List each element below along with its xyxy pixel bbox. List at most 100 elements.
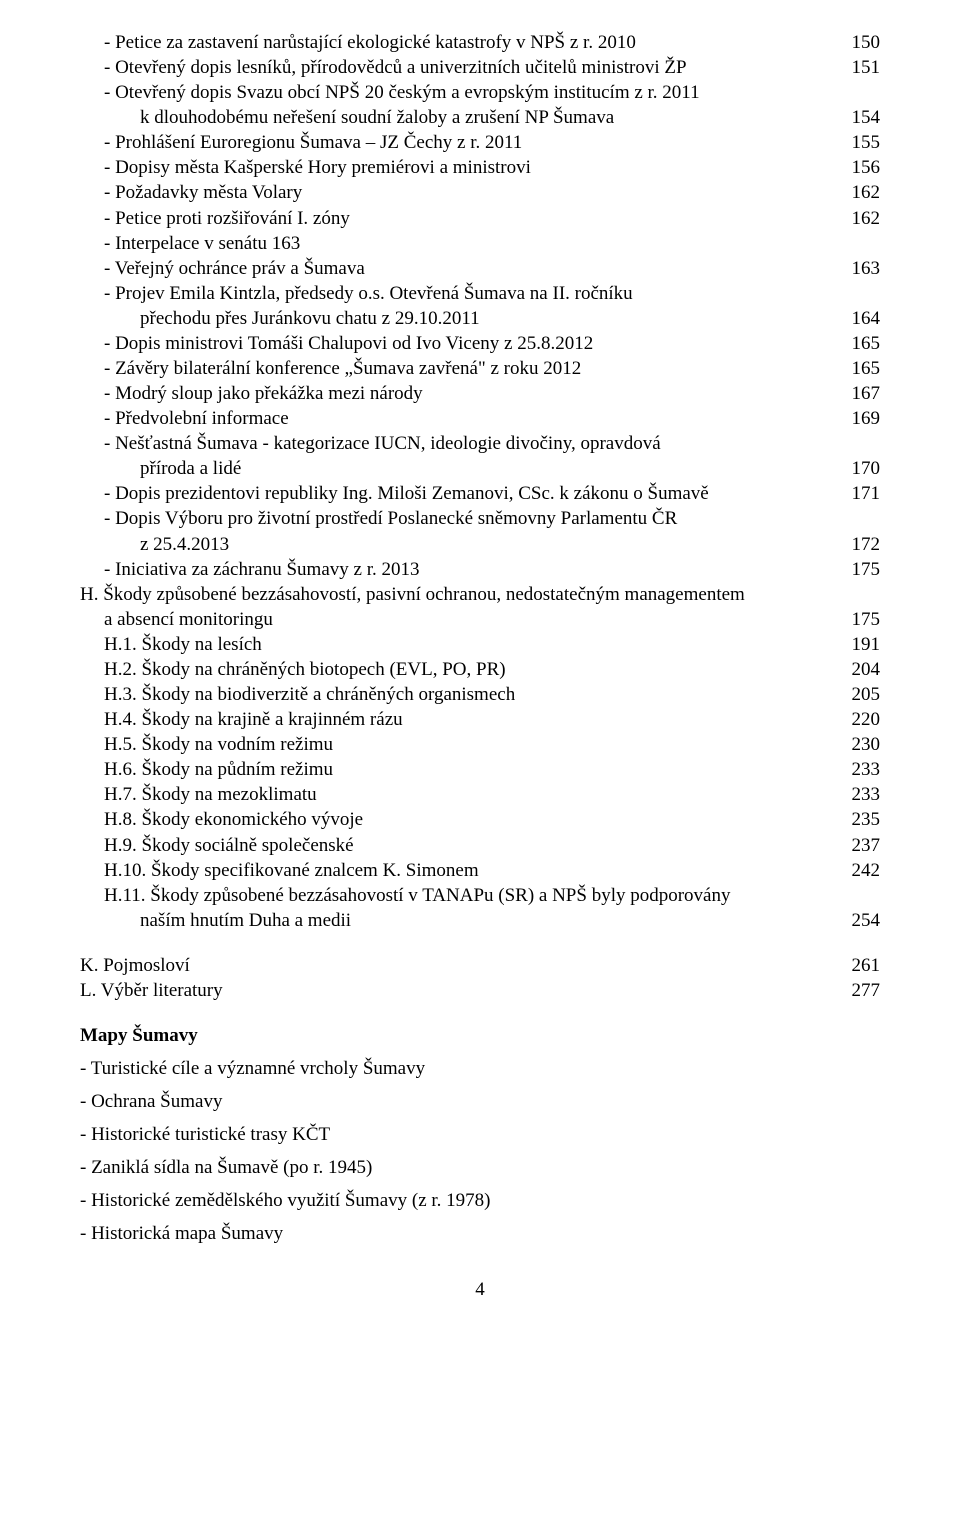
- toc-line: a absencí monitoringu175: [80, 607, 880, 632]
- toc-line: H.5. Škody na vodním režimu230: [80, 732, 880, 757]
- toc-page: 155: [830, 130, 880, 155]
- toc-page: 191: [830, 632, 880, 657]
- toc-line: - Modrý sloup jako překážka mezi národy1…: [80, 381, 880, 406]
- toc-text: H.9. Škody sociálně společenské: [80, 833, 830, 858]
- toc-text: - Otevřený dopis Svazu obcí NPŠ 20 český…: [80, 80, 830, 105]
- toc-text: - Modrý sloup jako překážka mezi národy: [80, 381, 830, 406]
- toc-line: H.11. Škody způsobené bezzásahovostí v T…: [80, 883, 880, 908]
- toc-line: K. Pojmosloví261: [80, 953, 880, 978]
- toc-page: 204: [830, 657, 880, 682]
- toc-line: - Předvolební informace169: [80, 406, 880, 431]
- toc-page: 163: [830, 256, 880, 281]
- map-item: - Ochrana Šumavy: [80, 1089, 880, 1114]
- toc-text: - Dopisy města Kašperské Hory premiérovi…: [80, 155, 830, 180]
- toc-text: - Závěry bilaterální konference „Šumava …: [80, 356, 830, 381]
- toc-line: - Nešťastná Šumava - kategorizace IUCN, …: [80, 431, 880, 456]
- toc-line: k dlouhodobému neřešení soudní žaloby a …: [80, 105, 880, 130]
- bottom-sections: K. Pojmosloví261L. Výběr literatury277: [80, 953, 880, 1003]
- toc-line: H.2. Škody na chráněných biotopech (EVL,…: [80, 657, 880, 682]
- toc-text: - Požadavky města Volary: [80, 180, 830, 205]
- toc-line: - Petice za zastavení narůstající ekolog…: [80, 30, 880, 55]
- toc-line: H.9. Škody sociálně společenské237: [80, 833, 880, 858]
- toc-text: K. Pojmosloví: [80, 953, 830, 978]
- toc-page: 237: [830, 833, 880, 858]
- toc-text: H.1. Škody na lesích: [80, 632, 830, 657]
- toc-text: H.2. Škody na chráněných biotopech (EVL,…: [80, 657, 830, 682]
- toc-text: H. Škody způsobené bezzásahovostí, pasiv…: [80, 582, 830, 607]
- toc-line: naším hnutím Duha a medii254: [80, 908, 880, 933]
- maps-list: - Turistické cíle a významné vrcholy Šum…: [80, 1056, 880, 1246]
- toc-line: H.8. Škody ekonomického vývoje235: [80, 807, 880, 832]
- toc-page: 261: [830, 953, 880, 978]
- toc-text: - Petice proti rozšiřování I. zóny: [80, 206, 830, 231]
- toc-text: - Projev Emila Kintzla, předsedy o.s. Ot…: [80, 281, 830, 306]
- toc-text: - Prohlášení Euroregionu Šumava – JZ Čec…: [80, 130, 830, 155]
- toc-text: - Veřejný ochránce práv a Šumava: [80, 256, 830, 281]
- toc-page: 150: [830, 30, 880, 55]
- toc-page: 235: [830, 807, 880, 832]
- toc-text: - Dopis ministrovi Tomáši Chalupovi od I…: [80, 331, 830, 356]
- toc-line: - Otevřený dopis Svazu obcí NPŠ 20 český…: [80, 80, 880, 105]
- toc-text: - Iniciativa za záchranu Šumavy z r. 201…: [80, 557, 830, 582]
- toc-text: - Předvolební informace: [80, 406, 830, 431]
- toc-line: H.6. Škody na půdním režimu233: [80, 757, 880, 782]
- toc-line: - Interpelace v senátu 163: [80, 231, 880, 256]
- map-item: - Turistické cíle a významné vrcholy Šum…: [80, 1056, 880, 1081]
- toc-line: - Dopis Výboru pro životní prostředí Pos…: [80, 506, 880, 531]
- toc-page: 242: [830, 858, 880, 883]
- toc-line: - Prohlášení Euroregionu Šumava – JZ Čec…: [80, 130, 880, 155]
- toc-text: H.11. Škody způsobené bezzásahovostí v T…: [80, 883, 830, 908]
- toc-text: H.4. Škody na krajině a krajinném rázu: [80, 707, 830, 732]
- toc-page: 220: [830, 707, 880, 732]
- maps-heading: Mapy Šumavy: [80, 1023, 880, 1048]
- table-of-contents: - Petice za zastavení narůstající ekolog…: [80, 30, 880, 933]
- toc-line: H.3. Škody na biodiverzitě a chráněných …: [80, 682, 880, 707]
- toc-text: H.5. Škody na vodním režimu: [80, 732, 830, 757]
- toc-text: - Interpelace v senátu 163: [80, 231, 830, 256]
- toc-page: 233: [830, 757, 880, 782]
- toc-page: 175: [830, 607, 880, 632]
- toc-page: 167: [830, 381, 880, 406]
- map-item: - Historické zemědělského využití Šumavy…: [80, 1188, 880, 1213]
- toc-line: - Iniciativa za záchranu Šumavy z r. 201…: [80, 557, 880, 582]
- toc-text: přechodu přes Juránkovu chatu z 29.10.20…: [80, 306, 830, 331]
- toc-page: 277: [830, 978, 880, 1003]
- toc-text: z 25.4.2013: [80, 532, 830, 557]
- toc-page: 171: [830, 481, 880, 506]
- toc-line: - Požadavky města Volary162: [80, 180, 880, 205]
- map-item: - Historická mapa Šumavy: [80, 1221, 880, 1246]
- toc-line: přechodu přes Juránkovu chatu z 29.10.20…: [80, 306, 880, 331]
- toc-page: 162: [830, 206, 880, 231]
- toc-page: 233: [830, 782, 880, 807]
- toc-page: 205: [830, 682, 880, 707]
- map-item: - Zaniklá sídla na Šumavě (po r. 1945): [80, 1155, 880, 1180]
- toc-line: - Projev Emila Kintzla, předsedy o.s. Ot…: [80, 281, 880, 306]
- toc-line: H.1. Škody na lesích191: [80, 632, 880, 657]
- toc-text: H.3. Škody na biodiverzitě a chráněných …: [80, 682, 830, 707]
- toc-text: příroda a lidé: [80, 456, 830, 481]
- toc-line: - Závěry bilaterální konference „Šumava …: [80, 356, 880, 381]
- toc-text: H.10. Škody specifikované znalcem K. Sim…: [80, 858, 830, 883]
- toc-text: naším hnutím Duha a medii: [80, 908, 830, 933]
- toc-line: H.10. Škody specifikované znalcem K. Sim…: [80, 858, 880, 883]
- page-number: 4: [80, 1277, 880, 1302]
- toc-text: - Dopis prezidentovi republiky Ing. Milo…: [80, 481, 830, 506]
- toc-line: L. Výběr literatury277: [80, 978, 880, 1003]
- map-item: - Historické turistické trasy KČT: [80, 1122, 880, 1147]
- toc-text: H.6. Škody na půdním režimu: [80, 757, 830, 782]
- toc-page: 151: [830, 55, 880, 80]
- toc-text: - Dopis Výboru pro životní prostředí Pos…: [80, 506, 830, 531]
- toc-text: a absencí monitoringu: [80, 607, 830, 632]
- toc-line: z 25.4.2013172: [80, 532, 880, 557]
- toc-line: - Petice proti rozšiřování I. zóny162: [80, 206, 880, 231]
- toc-page: 165: [830, 331, 880, 356]
- toc-page: 165: [830, 356, 880, 381]
- toc-line: - Dopis ministrovi Tomáši Chalupovi od I…: [80, 331, 880, 356]
- toc-line: H. Škody způsobené bezzásahovostí, pasiv…: [80, 582, 880, 607]
- toc-page: 164: [830, 306, 880, 331]
- toc-page: 172: [830, 532, 880, 557]
- toc-line: příroda a lidé170: [80, 456, 880, 481]
- toc-line: - Dopisy města Kašperské Hory premiérovi…: [80, 155, 880, 180]
- toc-text: k dlouhodobému neřešení soudní žaloby a …: [80, 105, 830, 130]
- toc-text: - Nešťastná Šumava - kategorizace IUCN, …: [80, 431, 830, 456]
